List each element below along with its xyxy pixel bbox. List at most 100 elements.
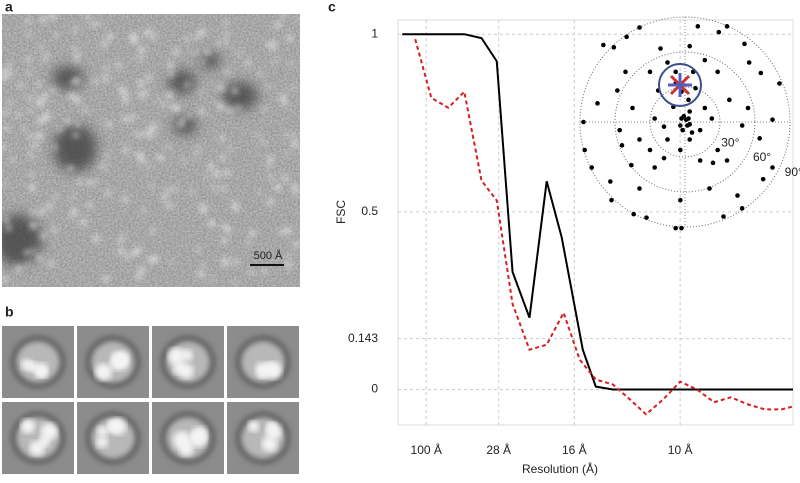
particle	[231, 200, 236, 205]
particle	[285, 262, 292, 269]
particle	[178, 121, 185, 128]
view-point	[679, 225, 684, 231]
particle	[122, 96, 129, 104]
particle	[235, 105, 241, 111]
particle	[222, 256, 228, 263]
particle	[223, 39, 229, 45]
view-point	[687, 122, 692, 127]
view-point	[679, 116, 684, 121]
particle	[194, 34, 200, 40]
view-point	[615, 88, 620, 93]
view-point	[693, 85, 698, 91]
particle	[71, 194, 76, 199]
particle	[184, 81, 190, 87]
particle	[224, 31, 230, 37]
particle	[268, 174, 274, 180]
particle	[213, 170, 221, 178]
particle	[195, 247, 201, 253]
particle	[291, 133, 296, 139]
particle	[45, 110, 50, 116]
view-point	[658, 46, 663, 51]
particle	[15, 265, 23, 272]
blob	[189, 430, 207, 448]
particle	[269, 156, 274, 162]
view-point	[637, 25, 642, 30]
polar-tick-label: 30°	[721, 135, 739, 149]
particle	[67, 119, 72, 123]
particle	[121, 89, 128, 96]
particle	[286, 254, 291, 259]
view-point	[601, 42, 606, 48]
particle	[51, 227, 57, 233]
particle	[193, 50, 199, 55]
particle	[145, 75, 152, 81]
particle	[53, 195, 58, 200]
particle	[141, 208, 147, 214]
particle	[36, 97, 42, 103]
particle	[258, 72, 263, 77]
y-tick-label: 0	[371, 382, 378, 396]
particle	[225, 69, 230, 75]
particle	[189, 190, 194, 195]
angular-distribution: 30° 60° 90°	[579, 16, 800, 231]
particle	[237, 50, 242, 55]
particle	[2, 276, 8, 282]
fsc-line	[402, 33, 793, 391]
view-point	[617, 127, 622, 133]
polar-tick-label: 90°	[785, 165, 800, 179]
particle	[24, 249, 30, 256]
particle	[139, 266, 146, 273]
particle	[279, 94, 287, 101]
particle	[105, 190, 112, 196]
particle	[200, 263, 206, 269]
view-point	[637, 137, 642, 142]
particle	[99, 162, 106, 169]
view-point	[716, 29, 722, 35]
particle	[52, 145, 58, 150]
particle	[3, 216, 10, 222]
view-point	[678, 197, 683, 203]
particle	[194, 153, 199, 158]
y-tick-label: 0.5	[361, 204, 378, 218]
particle	[226, 108, 231, 113]
particle	[102, 75, 109, 82]
particle	[164, 189, 170, 194]
particle	[149, 184, 154, 189]
particle	[99, 21, 104, 26]
particle	[70, 212, 75, 218]
blob	[20, 418, 36, 434]
view-point	[686, 97, 691, 103]
y-axis-label: FSC	[334, 200, 348, 224]
polar-tick-label: 60°	[753, 150, 771, 164]
particle	[29, 147, 34, 151]
particle	[232, 88, 238, 94]
particle	[33, 142, 39, 148]
particle	[74, 96, 81, 104]
particle	[102, 275, 110, 283]
view-point	[702, 57, 708, 63]
particle	[173, 48, 180, 55]
particle	[35, 102, 40, 107]
view-point	[687, 109, 692, 114]
view-point	[624, 34, 629, 40]
particle	[139, 157, 146, 163]
view-point	[595, 101, 600, 106]
polar-ring	[649, 86, 721, 158]
particle	[123, 146, 130, 153]
particle	[42, 58, 46, 63]
particle	[77, 180, 82, 185]
view-point	[697, 158, 703, 163]
particle	[245, 61, 251, 67]
particle	[221, 185, 227, 191]
particle	[29, 172, 35, 177]
particle	[274, 184, 281, 191]
view-point	[760, 176, 766, 182]
view-point	[757, 136, 762, 141]
view-point	[629, 162, 634, 168]
view-point	[608, 179, 613, 184]
particle	[73, 132, 79, 138]
panel-label: b	[5, 304, 14, 320]
particle	[280, 14, 286, 19]
particle	[185, 36, 190, 42]
particle	[16, 112, 22, 118]
